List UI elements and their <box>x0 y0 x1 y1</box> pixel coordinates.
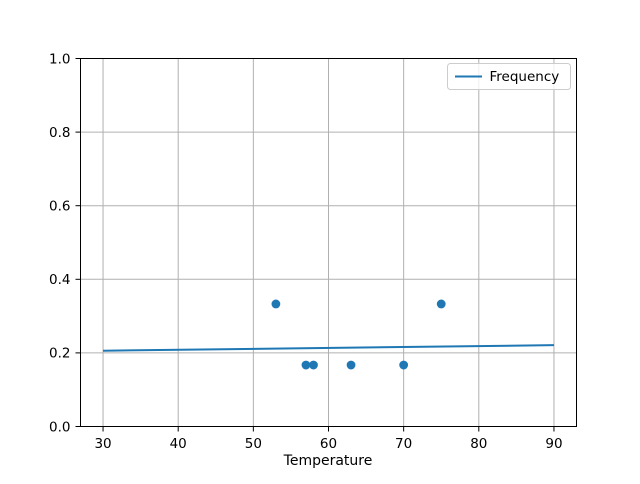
series-layer <box>103 299 554 370</box>
y-tick-label: 0.6 <box>49 199 70 215</box>
legend: Frequency <box>447 63 571 90</box>
x-tick-label: 60 <box>320 436 337 452</box>
scatter-point <box>271 299 281 309</box>
y-tick-label: 0.0 <box>49 419 70 435</box>
legend-label-frequency: Frequency <box>490 69 560 85</box>
y-tick-label: 0.2 <box>49 346 70 362</box>
line-series-frequency <box>103 344 554 352</box>
x-tick-label: 40 <box>170 436 187 452</box>
x-axis-label: Temperature <box>283 453 373 469</box>
scatter-point <box>399 360 409 370</box>
x-tick-label: 30 <box>94 436 111 452</box>
scatter-point <box>309 360 318 370</box>
y-tick-label: 0.4 <box>49 272 70 288</box>
legend-box <box>447 63 571 90</box>
x-tick-label: 50 <box>245 436 262 452</box>
y-tick-label: 1.0 <box>49 51 70 67</box>
x-tick-label: 70 <box>395 436 412 452</box>
x-tick-label: 80 <box>470 436 487 452</box>
y-tick-label: 0.8 <box>49 125 70 141</box>
scatter-point <box>436 299 446 309</box>
scatter-point <box>301 360 311 370</box>
grid-layer <box>80 58 577 427</box>
scatter-point <box>346 360 356 370</box>
x-tick-label: 90 <box>545 436 562 452</box>
tick-layer: 30 40 50 60 70 80 90 0.0 0.2 0.4 0.6 0.8 1.0 <box>49 51 563 452</box>
